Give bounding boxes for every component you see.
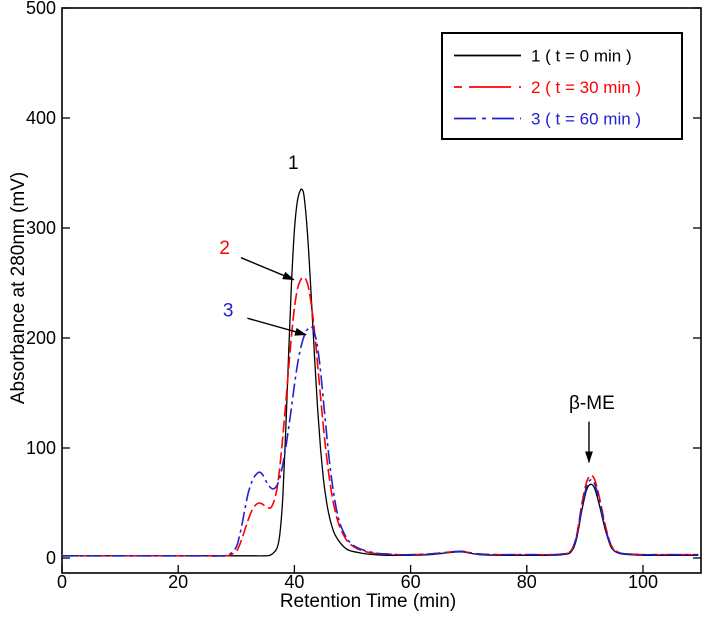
y-tick-label: 500	[26, 0, 56, 18]
x-tick-label: 100	[628, 572, 658, 592]
x-tick-label: 40	[284, 572, 304, 592]
annotation-label-2: 2	[219, 238, 230, 259]
x-tick-label: 80	[517, 572, 537, 592]
y-tick-label: 300	[26, 218, 56, 238]
plot-border	[61, 7, 702, 574]
x-tick-label: 20	[168, 572, 188, 592]
legend-entry-label-2: 2 ( t = 30 min )	[531, 78, 641, 97]
legend-entry-label-1: 1 ( t = 0 min )	[531, 47, 632, 66]
y-axis-title: Absorbance at 280nm (mV)	[8, 172, 29, 404]
y-tick-label: 400	[26, 108, 56, 128]
x-tick-label: 60	[401, 572, 421, 592]
y-tick-label: 200	[26, 328, 56, 348]
x-tick-label: 0	[57, 572, 67, 592]
annotation-label-3: 3	[223, 301, 234, 322]
y-tick-label: 100	[26, 438, 56, 458]
annotation-label-4: β-ME	[569, 393, 615, 414]
annotation-arrow-3	[247, 317, 307, 336]
x-axis-title: Retention Time (min)	[280, 591, 456, 612]
legend-entry-label-3: 3 ( t = 60 min )	[531, 110, 641, 129]
y-tick-label: 0	[46, 548, 56, 568]
legend-box	[441, 32, 683, 140]
series-line-1	[61, 188, 699, 557]
series-line-3	[61, 325, 699, 557]
annotation-arrow-2	[240, 257, 295, 281]
annotation-label-1: 1	[288, 153, 299, 174]
